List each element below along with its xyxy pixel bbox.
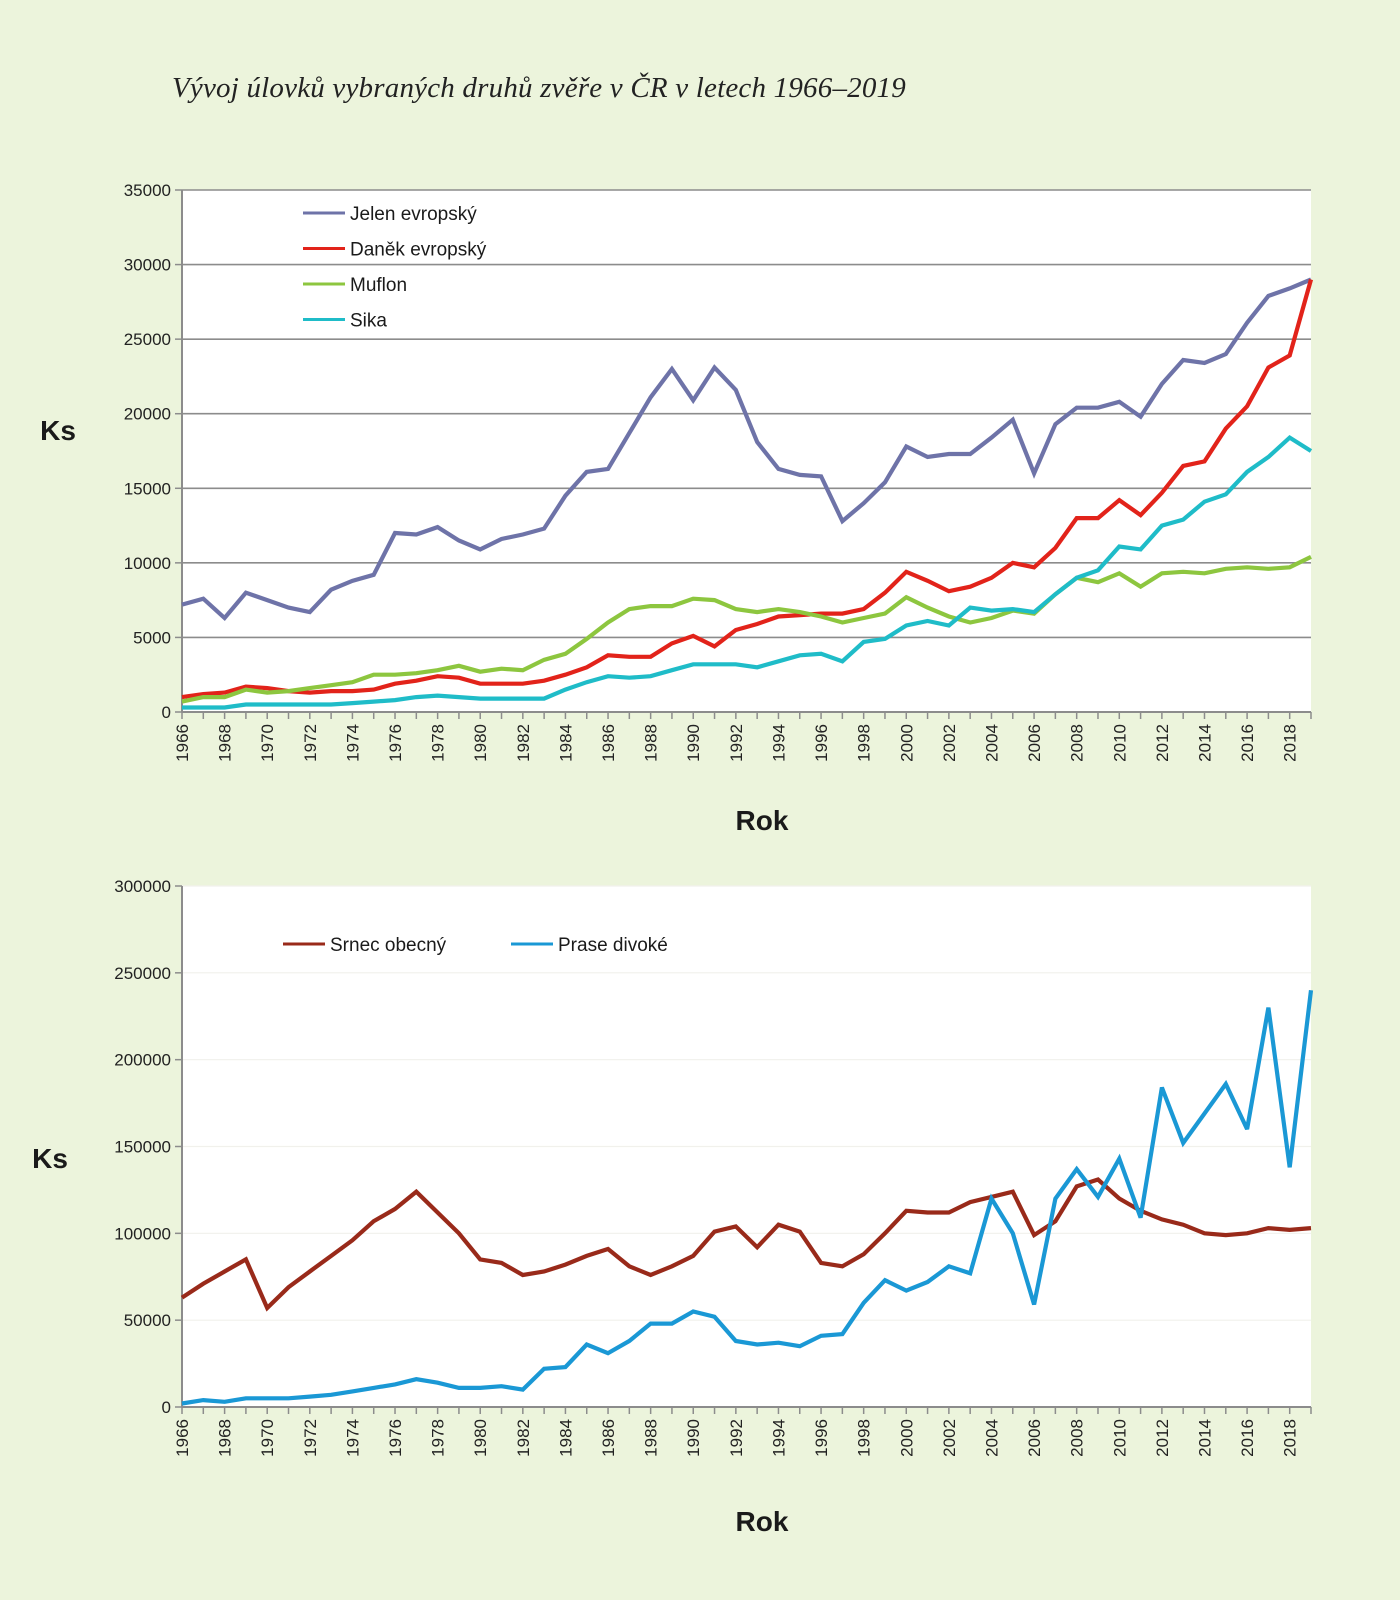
x-tick-label: 2000: [897, 724, 916, 762]
x-tick-label: 2006: [1025, 724, 1044, 762]
x-tick-label: 1996: [812, 1419, 831, 1457]
x-tick-label: 1982: [514, 724, 533, 762]
x-tick-label: 2016: [1238, 1419, 1257, 1457]
x-tick-label: 1970: [258, 724, 277, 762]
x-tick-label: 1986: [599, 1419, 618, 1457]
x-tick-label: 1974: [343, 724, 362, 762]
x-tick-label: 1998: [855, 1419, 874, 1457]
x-tick-label: 2010: [1110, 1419, 1129, 1457]
x-tick-label: 2012: [1153, 724, 1172, 762]
x-tick-label: 2006: [1025, 1419, 1044, 1457]
y-tick-label: 35000: [124, 181, 171, 200]
y-tick-label: 25000: [124, 330, 171, 349]
x-axis-title: Rok: [736, 1506, 789, 1537]
x-tick-label: 1976: [386, 1419, 405, 1457]
legend-label: Muflon: [350, 275, 407, 296]
x-tick-label: 1984: [556, 1419, 575, 1457]
x-tick-label: 1980: [471, 1419, 490, 1457]
x-tick-label: 2004: [982, 1419, 1001, 1457]
y-tick-label: 0: [162, 703, 171, 722]
x-tick-label: 1966: [173, 724, 192, 762]
chart-bottom-roe-boar: 0 50000 100000 150000 200000 250000 300000 1966…: [32, 877, 1314, 1537]
x-tick-label: 1992: [727, 1419, 746, 1457]
y-tick-label: 10000: [124, 554, 171, 573]
x-tick-label: 1986: [599, 724, 618, 762]
x-tick-label: 1978: [429, 1419, 448, 1457]
x-tick-label: 2014: [1195, 724, 1214, 762]
x-tick-label: 2000: [897, 1419, 916, 1457]
x-tick-label: 2010: [1110, 724, 1129, 762]
x-tick-label: 1968: [216, 1419, 235, 1457]
x-axis-title: Rok: [736, 805, 789, 836]
x-tick-label: 1988: [642, 724, 661, 762]
x-tick-label: 1966: [173, 1419, 192, 1457]
x-tick-label: 1994: [769, 1419, 788, 1457]
series-line-sika: [182, 434, 1313, 710]
x-tick-label: 2012: [1153, 1419, 1172, 1457]
x-tick-label: 1990: [684, 1419, 703, 1457]
x-tick-label: 1984: [556, 724, 575, 762]
x-tick-label: 1982: [514, 1419, 533, 1457]
legend-label: Jelen evropský: [350, 204, 477, 225]
y-tick-label: 0: [162, 1398, 171, 1417]
x-tick-label: 1994: [769, 724, 788, 762]
series-line-muflon: [181, 555, 1312, 704]
x-tick-label: 2018: [1281, 724, 1300, 762]
y-tick-label: 150000: [114, 1138, 171, 1157]
y-tick-label: 5000: [133, 628, 171, 647]
x-tick-label: 1976: [386, 724, 405, 762]
plot-area: [182, 190, 1311, 712]
y-tick-label: 50000: [124, 1311, 171, 1330]
x-tick-label: 1970: [258, 1419, 277, 1457]
x-tick-label: 1988: [642, 1419, 661, 1457]
legend-label: Srnec obecný: [330, 935, 447, 956]
y-tick-label: 30000: [124, 256, 171, 275]
x-tick-label: 2002: [940, 1419, 959, 1457]
y-tick-label: 15000: [124, 479, 171, 498]
x-tick-label: 2014: [1195, 1419, 1214, 1457]
x-tick-label: 1972: [301, 724, 320, 762]
x-tick-label: 1990: [684, 724, 703, 762]
x-tick-label: 2002: [940, 724, 959, 762]
x-tick-label: 2016: [1238, 724, 1257, 762]
legend-label: Daněk evropský: [350, 240, 487, 261]
x-tick-label: 1996: [812, 724, 831, 762]
legend-label: Sika: [350, 311, 387, 332]
x-tick-label: 2008: [1068, 1419, 1087, 1457]
x-tick-label: 2018: [1281, 1419, 1300, 1457]
x-tick-label: 1992: [727, 724, 746, 762]
x-tick-label: 1974: [343, 1419, 362, 1457]
y-tick-label: 100000: [114, 1224, 171, 1243]
chart-top-deer: 0 5000 10000 15000 20000 25000 30000 35000 1966 1…: [40, 181, 1314, 836]
figure-title: Vývoj úlovků vybraných druhů zvěře v ČR …: [172, 72, 906, 104]
x-tick-label: 1980: [471, 724, 490, 762]
y-axis-title: Ks: [32, 1143, 68, 1174]
legend-label: Prase divoké: [558, 935, 668, 956]
x-tick-label: 1998: [855, 724, 874, 762]
x-tick-label: 2004: [982, 724, 1001, 762]
x-tick-label: 1972: [301, 1419, 320, 1457]
series-line-prase-divok-: [181, 989, 1314, 1406]
y-tick-label: 200000: [114, 1051, 171, 1070]
y-tick-label: 300000: [114, 877, 171, 896]
x-tick-label: 1978: [429, 724, 448, 762]
series-line-srnec-obecn-: [180, 1177, 1312, 1312]
series-line-jelen-evropsk-: [181, 277, 1312, 622]
y-tick-label: 250000: [114, 964, 171, 983]
y-axis-title: Ks: [40, 415, 76, 446]
y-tick-label: 20000: [124, 405, 171, 424]
series-line-dan-k-evropsk-: [181, 278, 1314, 700]
x-tick-label: 2008: [1068, 724, 1087, 762]
x-tick-label: 1968: [216, 724, 235, 762]
